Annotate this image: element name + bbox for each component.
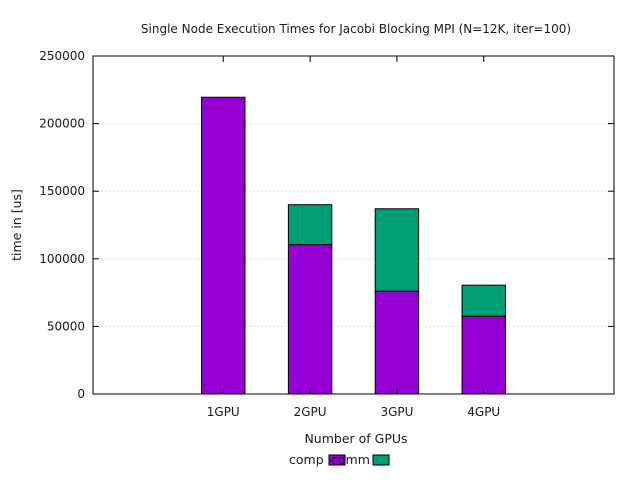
legend-swatch-comp	[328, 454, 346, 466]
bar-comm-2GPU	[287, 204, 333, 246]
bar-comp-2GPU	[287, 244, 333, 395]
legend-label-comm: comm	[331, 452, 370, 467]
legend-label-comp: comp	[289, 452, 324, 467]
x-tick-label: 3GPU	[380, 405, 413, 419]
legend: comp comm	[289, 452, 390, 467]
y-tick-label: 250000	[39, 49, 85, 63]
bar-comp-4GPU	[461, 315, 506, 395]
y-tick-label: 0	[77, 387, 85, 401]
x-tick-label: 2GPU	[294, 405, 327, 419]
y-tick-label: 200000	[39, 117, 85, 131]
y-axis-label: time in [us]	[9, 189, 24, 261]
y-tick-label: 100000	[39, 252, 85, 266]
y-axis-ticks: 0 50000 100000 150000 200000 250000	[39, 49, 614, 401]
gridlines	[93, 123, 614, 327]
y-tick-label: 150000	[39, 184, 85, 198]
bars	[201, 96, 506, 395]
x-tick-label: 4GPU	[467, 405, 500, 419]
x-axis-label: Number of GPUs	[304, 431, 407, 446]
plot-frame	[92, 55, 615, 395]
bar-comp-1GPU	[201, 96, 246, 395]
x-axis-ticks: 1GPU 2GPU 3GPU 4GPU	[207, 56, 500, 419]
y-tick-label: 50000	[47, 319, 85, 333]
legend-swatch-comm	[372, 454, 390, 466]
bar-comp-3GPU	[374, 290, 420, 395]
x-tick-label: 1GPU	[207, 405, 240, 419]
bar-comm-4GPU	[461, 284, 506, 317]
bar-comm-3GPU	[374, 208, 420, 292]
chart-title: Single Node Execution Times for Jacobi B…	[141, 22, 571, 36]
